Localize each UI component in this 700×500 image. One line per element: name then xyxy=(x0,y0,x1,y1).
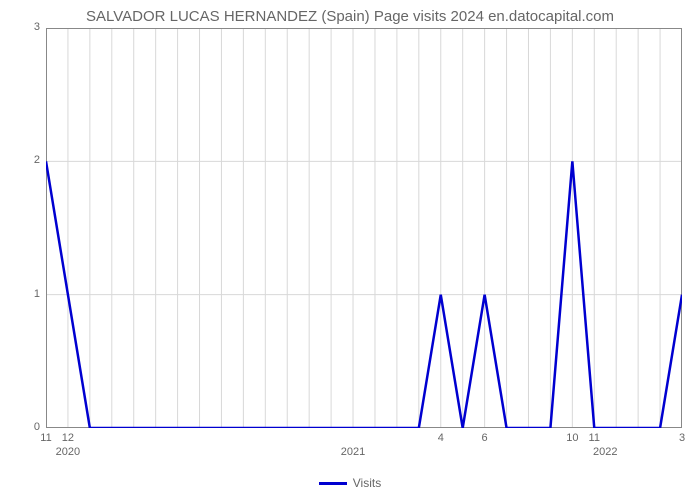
y-tick: 2 xyxy=(22,154,40,166)
legend-label: Visits xyxy=(353,476,381,490)
x-tick: 3 xyxy=(679,432,685,444)
x-year-label: 2022 xyxy=(593,446,617,458)
chart-title: SALVADOR LUCAS HERNANDEZ (Spain) Page vi… xyxy=(0,8,700,25)
x-tick: 4 xyxy=(438,432,444,444)
x-tick: 11 xyxy=(40,432,51,444)
x-tick: 10 xyxy=(566,432,578,444)
y-tick: 3 xyxy=(22,21,40,33)
x-tick: 6 xyxy=(482,432,488,444)
x-year-label: 2021 xyxy=(341,446,365,458)
legend-swatch xyxy=(319,482,347,485)
x-tick: 12 xyxy=(62,432,74,444)
x-tick: 11 xyxy=(589,432,600,444)
chart-plot xyxy=(46,28,682,428)
x-year-label: 2020 xyxy=(56,446,80,458)
legend: Visits xyxy=(0,476,700,490)
y-tick: 1 xyxy=(22,288,40,300)
y-tick: 0 xyxy=(22,421,40,433)
